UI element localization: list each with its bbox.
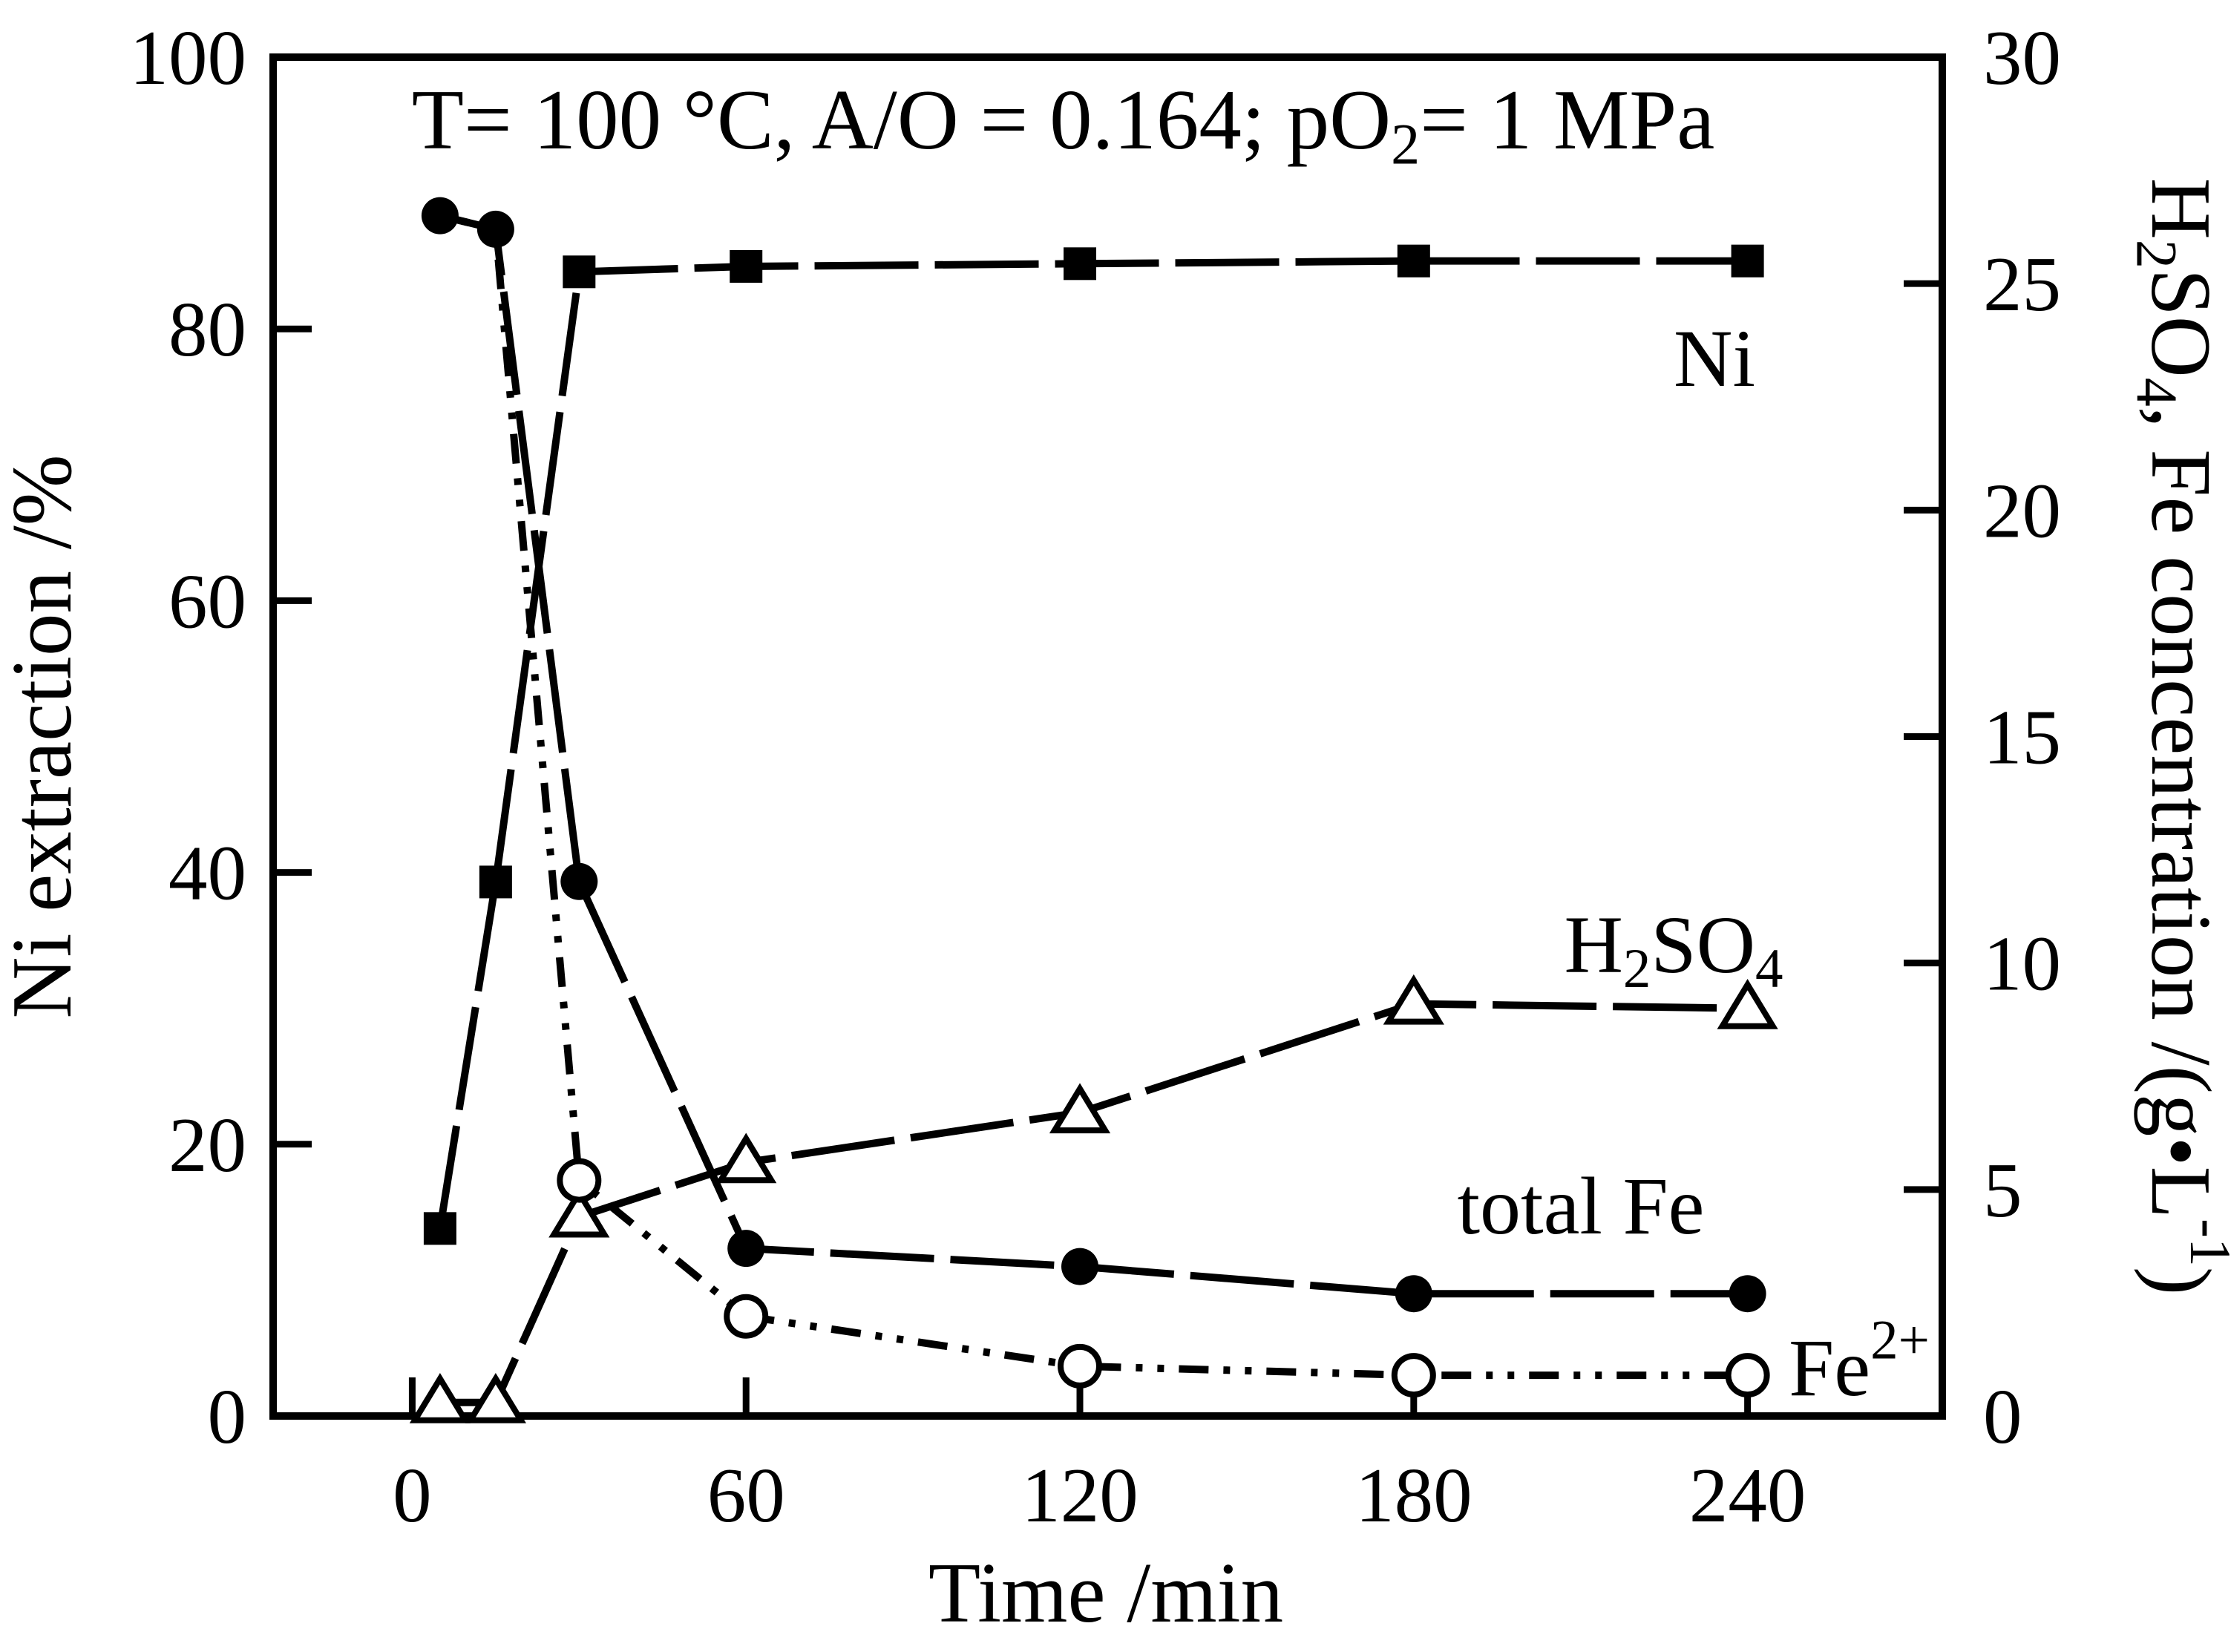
marker-open-triangle-h2so4 xyxy=(1383,974,1444,1025)
x-tick-label: 120 xyxy=(1021,1452,1139,1538)
marker-open-triangle-h2so4 xyxy=(409,1372,471,1423)
marker-filled-square-ni xyxy=(479,865,512,899)
ni-label: Ni xyxy=(1674,313,1755,404)
marker-filled-square-ni xyxy=(423,1212,456,1245)
marker-filled-square-ni xyxy=(1397,244,1430,278)
marker-filled-circle-total-fe xyxy=(1729,1275,1766,1313)
left-tick-label: 0 xyxy=(208,1373,247,1460)
right-tick-label: 10 xyxy=(1983,920,2061,1007)
total-fe-label: total Fe xyxy=(1457,1161,1704,1251)
marker-filled-circle-total-fe xyxy=(1061,1248,1099,1285)
chart-title: T= 100 °C, A/O = 0.164; pO2= 1 MPa xyxy=(412,73,1714,177)
marker-open-triangle-h2so4 xyxy=(715,1133,777,1184)
fe2-label: Fe2+ xyxy=(1789,1310,1930,1414)
x-tick-label: 240 xyxy=(1689,1452,1806,1538)
marker-filled-circle-total-fe xyxy=(560,862,598,900)
left-axis-title: Ni extraction /% xyxy=(0,454,89,1018)
right-axis-title: H2SO4, Fe concentration /(g•L-1) xyxy=(2124,178,2231,1295)
marker-filled-circle-total-fe xyxy=(727,1230,765,1268)
marker-filled-circle-total-fe xyxy=(476,210,514,248)
marker-open-circle-fe2- xyxy=(557,1158,602,1203)
marker-open-triangle-h2so4 xyxy=(1717,978,1778,1029)
marker-filled-circle-total-fe xyxy=(421,197,459,235)
right-tick-label: 5 xyxy=(1983,1147,2022,1233)
right-tick-label: 25 xyxy=(1983,240,2061,327)
marker-open-triangle-h2so4 xyxy=(1049,1083,1111,1134)
marker-open-circle-fe2- xyxy=(1058,1343,1103,1389)
marker-open-triangle-h2so4 xyxy=(548,1187,610,1238)
marker-open-triangle-h2so4 xyxy=(465,1372,526,1423)
marker-filled-square-ni xyxy=(563,255,596,289)
marker-open-circle-fe2- xyxy=(724,1294,769,1339)
left-tick-label: 40 xyxy=(168,830,246,917)
marker-filled-square-ni xyxy=(1731,244,1764,278)
right-tick-label: 30 xyxy=(1983,14,2061,101)
marker-filled-circle-total-fe xyxy=(1395,1275,1432,1313)
right-tick-label: 15 xyxy=(1983,694,2061,781)
x-tick-label: 60 xyxy=(707,1452,785,1538)
left-tick-label: 60 xyxy=(168,557,246,644)
right-tick-label: 20 xyxy=(1983,467,2061,554)
x-axis-title: Time /min xyxy=(928,1546,1283,1640)
left-tick-label: 80 xyxy=(168,286,246,373)
left-tick-label: 100 xyxy=(130,14,247,101)
x-tick-label: 180 xyxy=(1355,1452,1472,1538)
left-tick-label: 20 xyxy=(168,1101,246,1188)
marker-open-circle-fe2- xyxy=(1725,1353,1770,1398)
right-tick-label: 0 xyxy=(1983,1373,2022,1460)
marker-open-circle-fe2- xyxy=(1391,1353,1436,1398)
series-line-ni xyxy=(436,257,1748,1230)
marker-filled-square-ni xyxy=(730,249,763,283)
h2so4-label: H2SO4 xyxy=(1564,899,1783,1000)
marker-filled-square-ni xyxy=(1064,247,1097,281)
x-tick-label: 0 xyxy=(393,1452,432,1538)
